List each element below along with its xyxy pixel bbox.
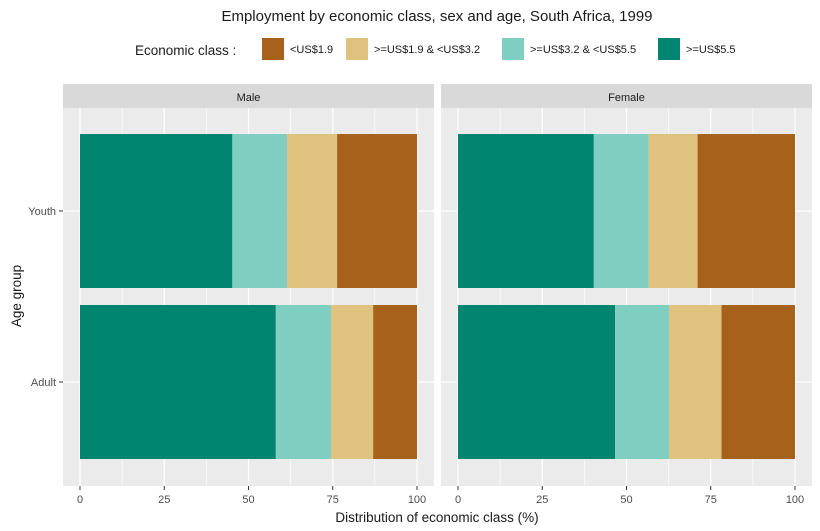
bar-male-adult-us-3-2-us-5-5: [275, 305, 332, 459]
x-tick-label: 100: [408, 494, 426, 506]
x-tick-label: 50: [242, 494, 254, 506]
bar-male-adult-us-1-9: [373, 305, 417, 459]
x-tick-label: 50: [620, 494, 632, 506]
bar-female-adult-us-3-2-us-5-5: [615, 305, 669, 459]
bar-female-youth-us-5-5: [458, 134, 594, 288]
x-tick-label: 25: [158, 494, 170, 506]
x-tick-label: 75: [327, 494, 339, 506]
legend-key-4: [658, 38, 680, 60]
facet-strip-label: Male: [237, 92, 261, 104]
bar-female-adult-us-1-9-us-3-2: [668, 305, 722, 459]
x-tick-label: 0: [455, 494, 461, 506]
bar-male-adult-us-1-9-us-3-2: [331, 305, 374, 459]
bar-female-youth-us-1-9: [697, 134, 795, 288]
y-tick-label-youth: Youth: [28, 206, 56, 218]
bar-male-youth-us-5-5: [80, 134, 233, 288]
facet-strip-label: Female: [608, 92, 645, 104]
bar-male-youth-us-1-9: [337, 134, 417, 288]
facet-strip: [441, 84, 812, 108]
x-axis-title: Distribution of economic class (%): [335, 510, 538, 525]
x-tick-label: 25: [536, 494, 548, 506]
facet-strip: [63, 84, 434, 108]
legend-label-1: <US$1.9: [290, 44, 333, 56]
y-tick-label-adult: Adult: [31, 377, 56, 389]
legend-key-2: [346, 38, 368, 60]
x-tick-label: 0: [77, 494, 83, 506]
bar-female-adult-us-1-9: [721, 305, 795, 459]
bar-male-adult-us-5-5: [80, 305, 276, 459]
bar-female-adult-us-5-5: [458, 305, 616, 459]
facet-panels: Male 0 25 50 75 100 Female 0 25 50 75 100 Youth Adult: [28, 84, 812, 506]
bar-female-youth-us-3-2-us-5-5: [593, 134, 649, 288]
legend: Economic class : <US$1.9 >=US$1.9 & <US$3…: [135, 38, 736, 60]
chart-title: Employment by economic class, sex and ag…: [221, 8, 652, 25]
panel-male: Male 0 25 50 75 100: [63, 84, 434, 506]
panel-female: Female 0 25 50 75 100: [441, 84, 812, 506]
legend-key-3: [502, 38, 524, 60]
legend-label-4: >=US$5.5: [686, 44, 736, 56]
legend-title: Economic class :: [135, 43, 236, 58]
x-tick-label: 100: [786, 494, 804, 506]
bar-male-youth-us-1-9-us-3-2: [287, 134, 338, 288]
legend-label-3: >=US$3.2 & <US$5.5: [530, 44, 636, 56]
bar-female-youth-us-1-9-us-3-2: [648, 134, 698, 288]
bar-male-youth-us-3-2-us-5-5: [232, 134, 288, 288]
y-axis-title: Age group: [9, 265, 24, 327]
x-tick-label: 75: [705, 494, 717, 506]
legend-label-2: >=US$1.9 & <US$3.2: [374, 44, 480, 56]
legend-key-1: [262, 38, 284, 60]
